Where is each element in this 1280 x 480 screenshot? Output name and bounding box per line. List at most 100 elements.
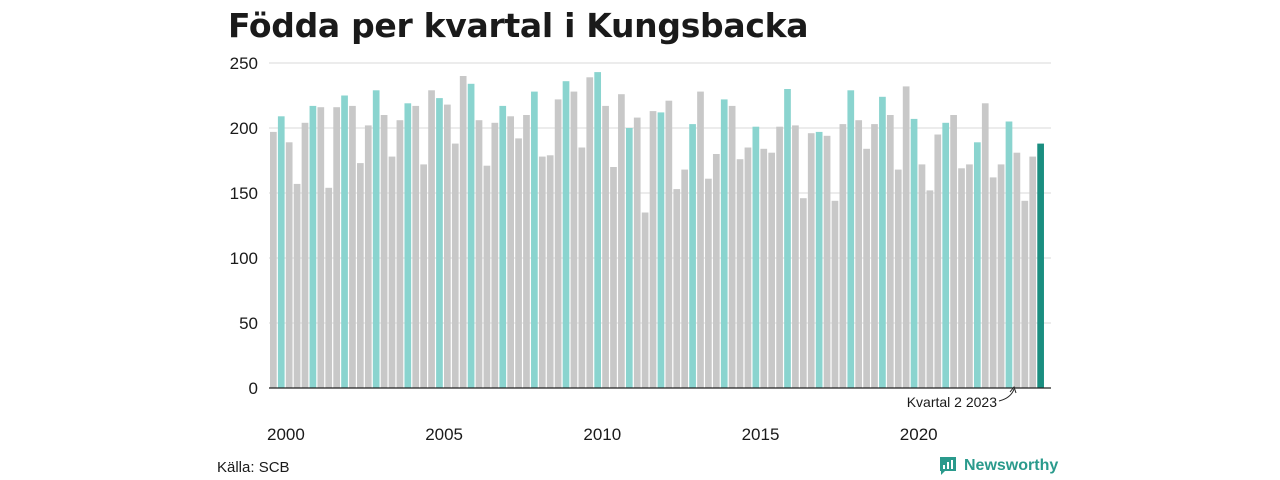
bar <box>989 177 997 388</box>
bar <box>1037 143 1044 388</box>
bar <box>910 118 918 389</box>
x-tick-label: 2000 <box>267 425 305 444</box>
x-axis-ticks: 2000 2005 2010 2015 2020 <box>267 425 938 444</box>
bar <box>815 131 823 388</box>
bar <box>1005 121 1013 388</box>
bar <box>531 91 538 388</box>
bar <box>665 100 673 388</box>
bar <box>578 147 586 388</box>
bar <box>357 163 364 388</box>
bar <box>633 117 641 388</box>
bar <box>467 83 475 389</box>
bar <box>776 126 783 388</box>
bar <box>317 107 325 388</box>
x-tick-label: 2020 <box>900 425 938 444</box>
bar <box>325 187 333 388</box>
bar <box>863 148 870 388</box>
bar <box>1021 200 1029 388</box>
bar <box>886 115 894 388</box>
bar <box>705 178 712 388</box>
bar <box>618 94 625 388</box>
bar <box>831 200 839 388</box>
y-tick-label: 50 <box>239 314 258 333</box>
bar <box>823 135 831 388</box>
bar <box>879 96 886 389</box>
bar <box>712 154 720 388</box>
bar <box>483 165 491 388</box>
bar <box>270 131 277 388</box>
bar <box>894 169 902 388</box>
bar <box>523 115 530 388</box>
bar <box>807 133 815 388</box>
annotation-arrow <box>998 388 1015 402</box>
bar <box>799 198 807 388</box>
bar <box>364 125 372 389</box>
bar <box>625 128 633 388</box>
bar <box>507 116 514 389</box>
bar <box>950 115 957 388</box>
bar <box>918 164 926 388</box>
bar <box>301 122 309 389</box>
bar <box>491 122 499 389</box>
y-tick-label: 0 <box>249 379 258 398</box>
bar <box>451 143 459 388</box>
y-tick-label: 150 <box>230 184 258 203</box>
newsworthy-logo-icon <box>940 457 956 475</box>
bar <box>277 116 285 389</box>
bar <box>689 124 696 388</box>
bar <box>444 104 451 388</box>
bar <box>839 124 847 388</box>
brand-logo: Newsworthy <box>938 456 1058 476</box>
bar <box>902 86 910 389</box>
bar <box>475 120 483 388</box>
bar <box>404 103 412 389</box>
x-tick-label: 2010 <box>583 425 621 444</box>
bar <box>341 95 348 388</box>
bar <box>736 159 744 388</box>
bar <box>728 105 736 389</box>
bar <box>958 168 965 388</box>
bar-chart: 0 50 100 150 200 250 2000 2005 2010 2015 2020 Kva… <box>230 54 1051 444</box>
bar <box>428 90 435 389</box>
bar <box>554 99 562 389</box>
bar <box>934 134 942 388</box>
bar <box>657 112 665 389</box>
bar <box>372 90 380 389</box>
bar <box>309 105 317 389</box>
x-tick-label: 2005 <box>425 425 463 444</box>
bars <box>269 72 1051 389</box>
y-axis-ticks: 0 50 100 150 200 250 <box>230 54 258 398</box>
bar <box>784 89 791 388</box>
bar <box>760 148 768 388</box>
bar <box>926 190 934 388</box>
bar <box>1013 152 1021 388</box>
chart-title: Födda per kvartal i Kungsbacka <box>228 6 809 45</box>
bar <box>673 189 681 388</box>
bar <box>697 91 704 388</box>
bar <box>388 156 396 388</box>
bar <box>649 111 657 388</box>
bar <box>973 142 981 388</box>
bar <box>610 167 617 388</box>
bar <box>997 164 1005 388</box>
bar <box>871 124 878 388</box>
annotation-arrowhead <box>1009 385 1017 394</box>
bar <box>594 72 602 388</box>
bar <box>720 99 728 389</box>
brand-name: Newsworthy <box>964 457 1059 474</box>
annotation: Kvartal 2 2023 <box>907 385 1017 410</box>
bar <box>293 183 301 388</box>
bar <box>570 91 578 388</box>
bar <box>792 125 799 389</box>
bar <box>847 90 855 389</box>
bar <box>1029 156 1037 388</box>
bar <box>966 164 973 388</box>
bar <box>586 77 594 389</box>
bar <box>515 138 522 388</box>
y-tick-label: 250 <box>230 54 258 73</box>
y-tick-label: 200 <box>230 119 258 138</box>
bar <box>768 152 776 388</box>
source-label: Källa: SCB <box>217 459 290 476</box>
y-tick-label: 100 <box>230 249 258 268</box>
bar <box>412 105 420 389</box>
